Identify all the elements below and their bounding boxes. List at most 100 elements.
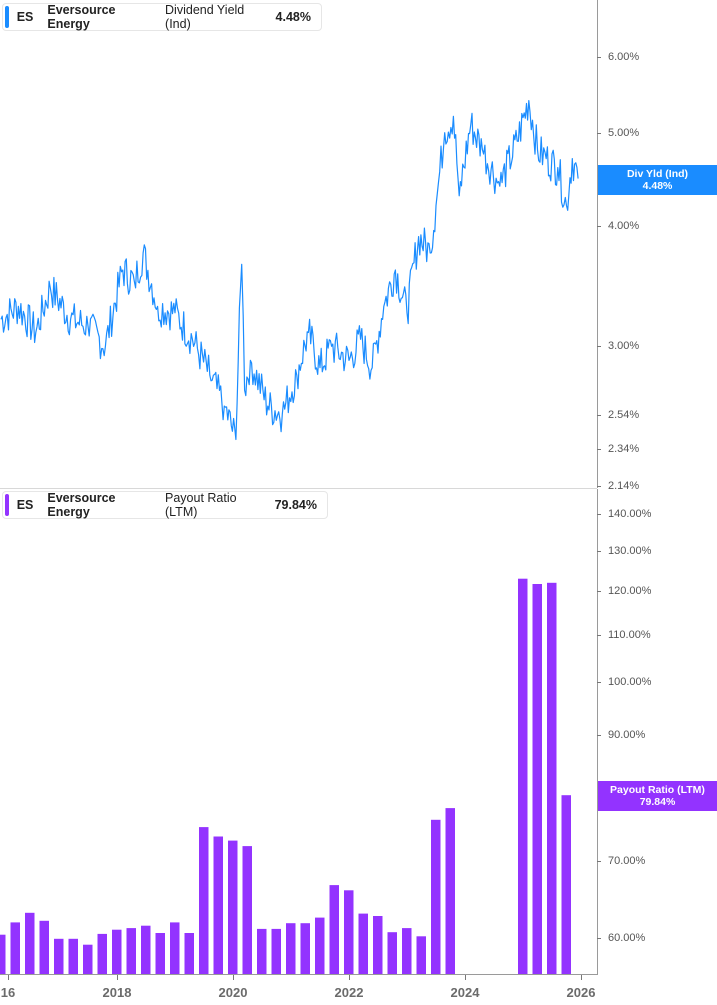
payout-bar[interactable] — [213, 836, 224, 975]
payout-bar[interactable] — [97, 933, 108, 974]
x-tick-mark — [8, 975, 9, 980]
y-tick-mark — [597, 514, 601, 515]
x-tick-label: 2022 — [334, 985, 364, 1000]
payout-bar[interactable] — [358, 913, 369, 974]
x-axis-line — [0, 974, 598, 975]
y-tick-mark — [597, 449, 601, 450]
payout-bar[interactable] — [518, 578, 528, 974]
payout-bar[interactable] — [170, 922, 180, 974]
y-tick-mark — [597, 591, 601, 592]
payout-bar[interactable] — [315, 917, 325, 974]
legend-company: Eversource Energy — [47, 491, 116, 519]
payout-bar[interactable] — [445, 808, 456, 974]
payout-bar[interactable] — [112, 929, 122, 974]
series-color-swatch — [5, 6, 9, 28]
x-tick-label: 16 — [0, 985, 16, 1000]
panel-divider[interactable] — [0, 488, 597, 489]
payout-ratio-bars — [0, 578, 572, 975]
y-axis-line — [597, 489, 598, 975]
payout-bar[interactable] — [416, 936, 427, 974]
legend-value: 79.84% — [274, 498, 317, 512]
payout-bar[interactable] — [228, 840, 238, 974]
payout-bar[interactable] — [300, 923, 311, 974]
payout-bar[interactable] — [271, 928, 282, 974]
payout-bar[interactable] — [155, 933, 166, 974]
payout-bar[interactable] — [68, 938, 79, 974]
badge-label: Payout Ratio (LTM) — [610, 784, 705, 796]
payout-bar[interactable] — [431, 819, 441, 974]
payout-bar[interactable] — [373, 916, 383, 974]
legend-ticker: ES — [16, 10, 34, 24]
payout-bar[interactable] — [184, 933, 195, 974]
payout-bar[interactable] — [561, 795, 572, 974]
y-tick-label: 120.00% — [608, 585, 652, 597]
payout-bar[interactable] — [39, 920, 50, 974]
legend-metric: Dividend Yield (Ind) — [165, 3, 245, 31]
x-tick-mark — [581, 975, 582, 980]
y-tick-label: 70.00% — [608, 855, 646, 867]
current-value-badge: Payout Ratio (LTM) 79.84% — [598, 781, 717, 811]
y-tick-mark — [597, 57, 601, 58]
y-tick-mark — [597, 635, 601, 636]
y-tick-label: 4.00% — [608, 220, 640, 232]
payout-bar[interactable] — [387, 932, 398, 974]
y-tick-mark — [597, 226, 601, 227]
payout-bar[interactable] — [344, 890, 354, 974]
payout-bar[interactable] — [199, 827, 209, 974]
x-tick-mark — [349, 975, 350, 980]
y-tick-mark — [597, 486, 601, 487]
y-tick-mark — [597, 682, 601, 683]
badge-value: 79.84% — [639, 796, 676, 808]
y-tick-mark — [597, 133, 601, 134]
payout-bar[interactable] — [54, 938, 64, 974]
y-tick-label: 140.00% — [608, 508, 652, 520]
y-tick-mark — [597, 861, 601, 862]
payout-bar[interactable] — [25, 912, 35, 974]
y-tick-label: 3.00% — [608, 340, 640, 352]
payout-bar[interactable] — [547, 582, 557, 974]
y-tick-label: 100.00% — [608, 676, 652, 688]
y-tick-label: 90.00% — [608, 729, 646, 741]
legend-company: Eversource Energy — [47, 3, 116, 31]
x-tick-mark — [117, 975, 118, 980]
y-tick-label: 6.00% — [608, 51, 640, 63]
payout-bar[interactable] — [242, 846, 253, 974]
payout-bar[interactable] — [532, 584, 543, 974]
dividend-yield-legend[interactable]: ES Eversource Energy Dividend Yield (Ind… — [2, 3, 322, 31]
payout-bar[interactable] — [126, 928, 137, 974]
payout-bar[interactable] — [141, 925, 151, 974]
y-tick-label: 110.00% — [608, 629, 651, 641]
x-tick-label: 2018 — [102, 985, 132, 1000]
payout-bar[interactable] — [329, 885, 340, 974]
payout-ratio-legend[interactable]: ES Eversource Energy Payout Ratio (LTM) … — [2, 491, 328, 519]
payout-bar[interactable] — [0, 934, 6, 974]
payout-bar[interactable] — [257, 928, 267, 974]
dividend-yield-line-chart — [0, 99, 579, 441]
y-tick-mark — [597, 346, 601, 347]
badge-label: Div Yld (Ind) — [626, 168, 689, 180]
x-tick-label: 2024 — [450, 985, 480, 1000]
y-axis-line — [597, 0, 598, 488]
payout-bar[interactable] — [402, 928, 412, 974]
payout-bar[interactable] — [286, 923, 296, 974]
payout-bar[interactable] — [10, 922, 21, 974]
y-tick-mark — [597, 551, 601, 552]
current-value-badge: Div Yld (Ind) 4.48% — [598, 165, 717, 195]
dividend-yield-line — [0, 99, 579, 441]
x-tick-label: 2026 — [566, 985, 596, 1000]
y-tick-mark — [597, 735, 601, 736]
badge-value: 4.48% — [642, 180, 673, 192]
y-tick-mark — [597, 938, 601, 939]
y-tick-label: 130.00% — [608, 545, 652, 557]
legend-metric: Payout Ratio (LTM) — [165, 491, 237, 519]
x-tick-label: 2020 — [218, 985, 248, 1000]
y-tick-label: 5.00% — [608, 127, 640, 139]
y-tick-label: 60.00% — [608, 932, 646, 944]
legend-ticker: ES — [16, 498, 34, 512]
x-tick-mark — [233, 975, 234, 980]
y-tick-mark — [597, 415, 601, 416]
payout-bar[interactable] — [83, 944, 93, 974]
y-tick-label: 2.54% — [608, 409, 640, 421]
